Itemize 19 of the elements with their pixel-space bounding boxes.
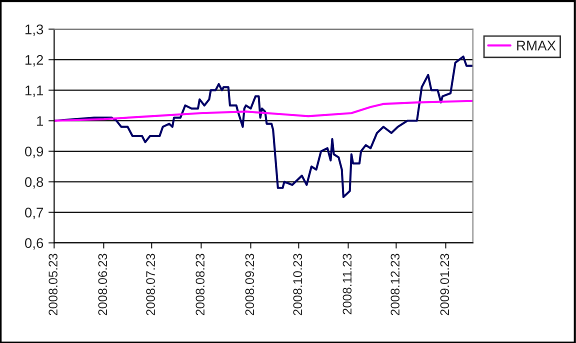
y-tick-label: 1,2 [25,55,44,66]
y-tick-label: 0,9 [24,146,44,158]
x-tick-label: 2008.10.23 [293,254,302,316]
legend-label: RMAX [517,40,556,50]
y-tick-label: 0,6 [24,238,44,250]
y-tick-label: 0,7 [24,208,44,220]
x-tick-label: 2009.01.23 [440,254,450,316]
y-tick-label: 1,3 [25,24,44,36]
y-tick-label: 1 [37,116,44,126]
x-tick-label: 2008.09.23 [245,254,254,316]
line-series [54,100,473,122]
x-tick-label: 2008.07.23 [146,254,155,316]
x-tick-label: 2008.12.23 [390,254,400,316]
y-tick-label: 0,8 [24,177,44,189]
x-tick-label: 2008.06.23 [98,254,108,316]
x-tick-label: 2008.11.23 [342,254,352,314]
x-tick-label: 2008.05.23 [48,254,58,316]
x-tick-label: 2008.08.23 [196,254,205,316]
y-tick-label: 1,1 [25,86,44,98]
